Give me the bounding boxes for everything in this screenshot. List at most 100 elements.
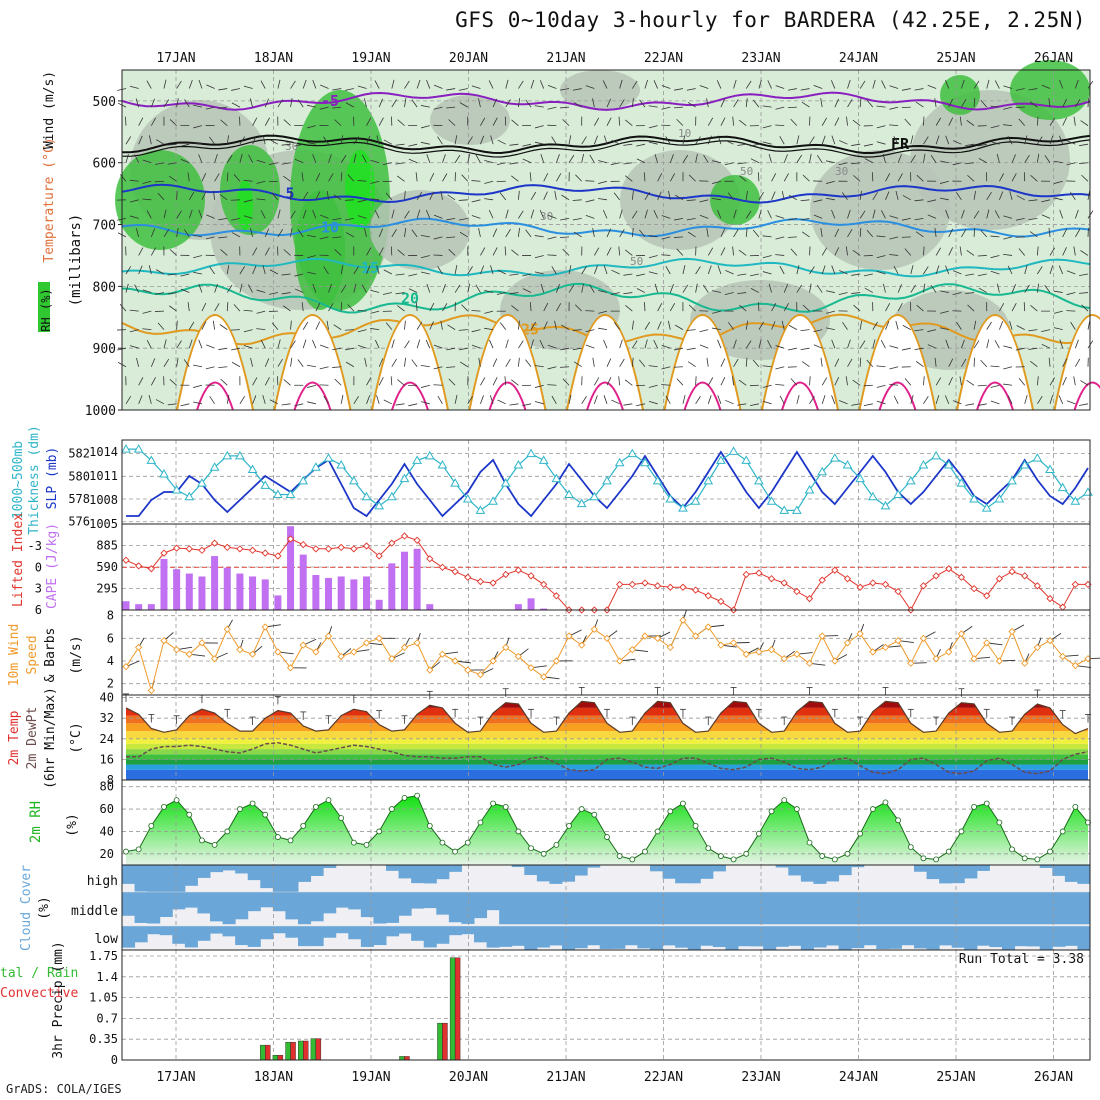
cloud-low-cell [197, 926, 211, 941]
wind-barb [707, 265, 712, 275]
cloud-mid-cell [712, 892, 726, 925]
wind-barb [214, 173, 220, 182]
cape-bar [211, 556, 219, 610]
wind-barb [589, 284, 595, 293]
wind-barb [269, 399, 279, 405]
cloud-mid-cell [511, 892, 525, 925]
li-point [628, 580, 636, 589]
wind-barb [201, 172, 207, 182]
wind-barb [939, 160, 949, 164]
wind-barb [184, 99, 190, 108]
wind-barb [458, 199, 468, 201]
cloud-low-cell [1052, 926, 1066, 947]
wind-barb [492, 117, 498, 126]
wind-barb [357, 344, 367, 349]
wind-barb [889, 383, 899, 386]
thickness-point [437, 459, 448, 469]
wind-speed-point [223, 625, 231, 633]
wind-barb [277, 99, 284, 108]
wind-barb [592, 98, 595, 108]
wind-barb [619, 229, 625, 238]
wind-barb [262, 395, 266, 404]
wind-speed-point [742, 650, 750, 658]
rh-point [325, 797, 332, 804]
wind-barb [910, 284, 916, 293]
wind-barb [484, 180, 494, 184]
wind-barb [935, 395, 940, 404]
wind-barb [142, 159, 152, 164]
wind-barb [945, 265, 950, 275]
wind-barb [839, 270, 848, 275]
wind-barb [914, 88, 924, 91]
wind-speed-point [527, 664, 535, 672]
wind-speed-point [413, 639, 421, 647]
cape-tick-label: 590 [96, 560, 118, 574]
wind-barb [163, 79, 167, 89]
precip-conv-bar [315, 1038, 322, 1061]
wind-barb [800, 199, 810, 202]
wind-barb [825, 160, 835, 164]
cloud-low-cell [348, 926, 362, 940]
wind-barb [644, 302, 646, 312]
wind-barb [762, 365, 772, 368]
wind-barb [480, 247, 486, 256]
li-point [261, 549, 269, 557]
wind-barb [243, 199, 253, 203]
wind-barb [893, 395, 899, 404]
wind-barb [661, 254, 671, 256]
wind-barb [345, 361, 355, 368]
warm-arch [176, 314, 254, 411]
wind-barb [959, 246, 962, 256]
wind-barb [525, 359, 532, 367]
cloud-low-cell [511, 926, 525, 946]
wind-barb [547, 344, 557, 349]
wind-barb [534, 125, 544, 129]
wind-barb [728, 322, 734, 330]
wind-barb [986, 339, 990, 349]
wind-barb [347, 174, 355, 182]
temperature-axis-label: Temperature (°C) [42, 137, 57, 262]
wind-barb [978, 158, 987, 164]
wind-barb [505, 99, 511, 108]
rh-contour-fill [1010, 60, 1090, 120]
wind-barb [154, 180, 164, 183]
wind-barb [876, 384, 886, 388]
wind-barb [816, 154, 823, 163]
cloud-mid-cell [838, 892, 852, 925]
wind-barb [277, 79, 281, 89]
wind-barb [471, 199, 481, 203]
rh-point [705, 845, 712, 852]
thickness-point [893, 489, 903, 498]
wind-barb [624, 379, 633, 386]
wind-barb [458, 329, 468, 331]
cloud-high-cell [775, 865, 789, 868]
cloud-mid-cell [687, 892, 701, 925]
wind-barb [169, 305, 177, 312]
wind-barb [787, 88, 797, 91]
wind-barb [530, 209, 535, 219]
wind-barb [866, 229, 874, 238]
wind-barb [738, 119, 747, 126]
wind-barb [378, 117, 384, 126]
wind-barb [150, 228, 156, 238]
wind-barb [1028, 199, 1038, 202]
wind-barb [264, 377, 270, 386]
wind-barb [923, 246, 925, 256]
wind-barb [395, 143, 405, 146]
date-label-top: 23JAN [741, 51, 780, 66]
wind-speed-point [1021, 659, 1029, 667]
wind-barb [543, 321, 548, 330]
wind-barb [990, 125, 1000, 129]
wind-speed-point [362, 639, 371, 647]
wind-speed-point [843, 639, 852, 647]
wind-barb [737, 143, 747, 146]
wind-barb [214, 303, 220, 312]
li-point [147, 565, 155, 573]
wind-speed-point [932, 655, 940, 663]
wind-barb [572, 347, 582, 351]
wind-barb [530, 79, 535, 89]
cloud-mid-cell [159, 892, 173, 917]
wind-speed-point [970, 655, 978, 663]
wind-barb [986, 209, 990, 219]
wind-speed-point [995, 657, 1004, 665]
